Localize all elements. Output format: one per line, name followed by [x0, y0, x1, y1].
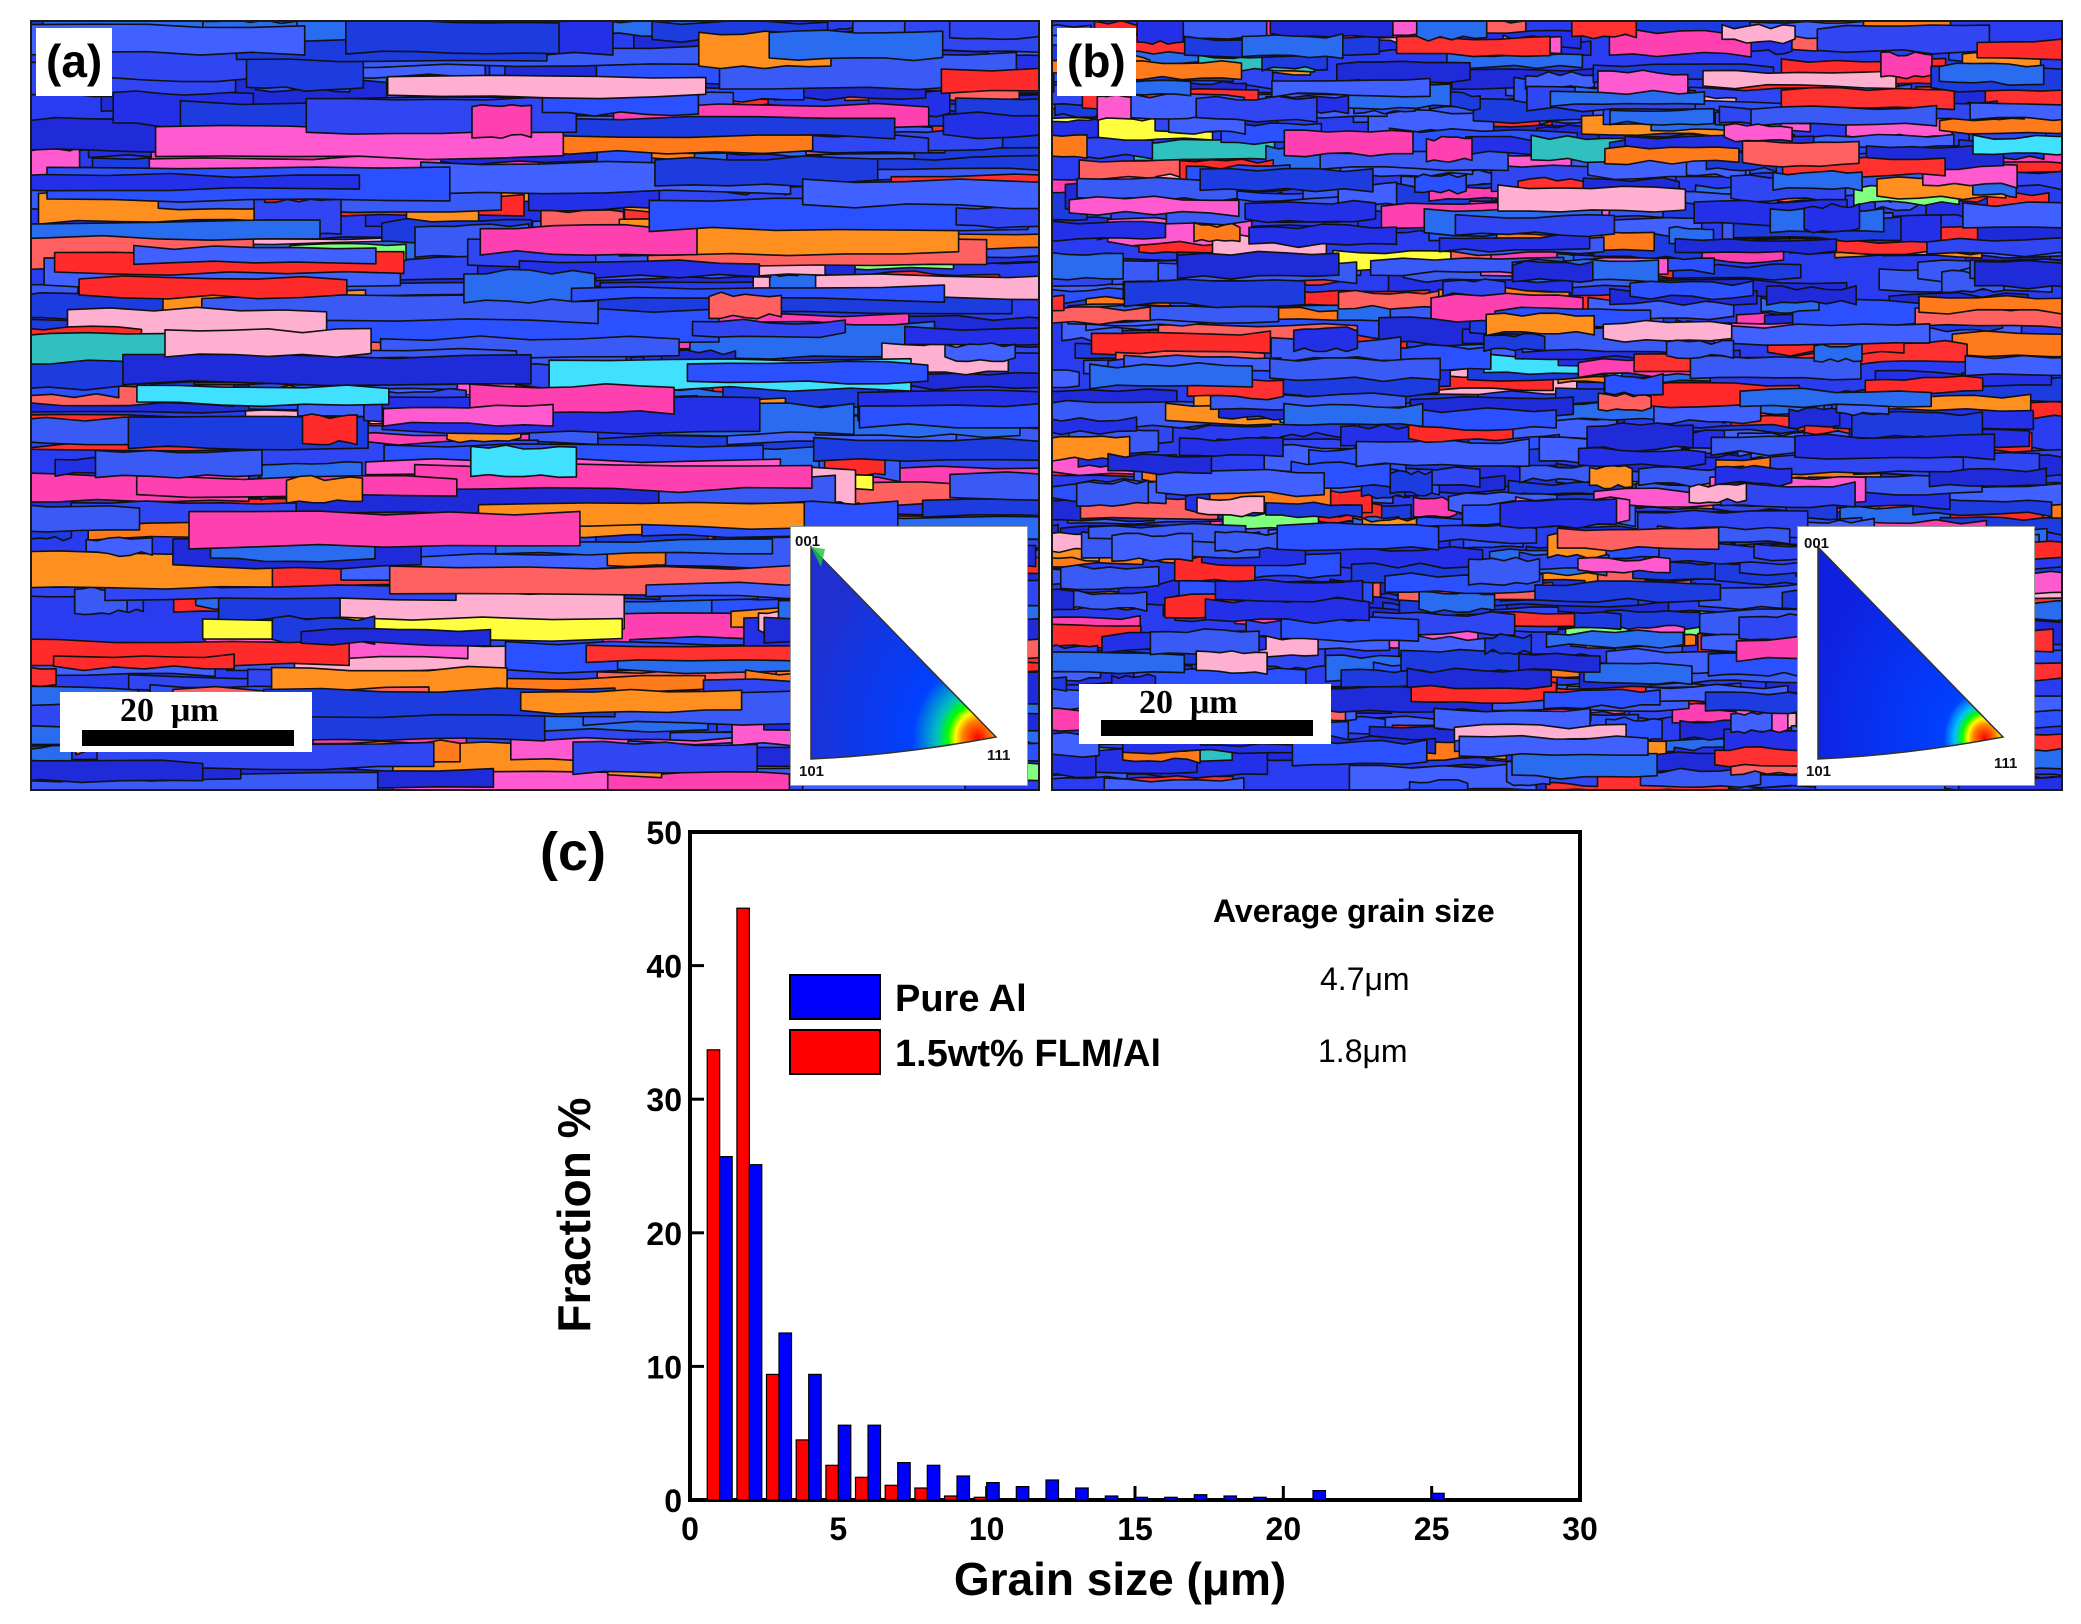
bar-pure-al: [748, 1164, 763, 1501]
scale-bar-line-a: [82, 730, 294, 746]
bar-pure-al: [778, 1332, 793, 1501]
scale-bar-line-b: [1101, 720, 1313, 736]
bar-pure-al: [867, 1424, 882, 1501]
x-axis-label: Grain size (μm): [954, 1553, 1286, 1605]
x-tick-label: 15: [1117, 1511, 1153, 1547]
y-tick-label: 40: [646, 949, 682, 985]
grain-size-chart: (c) 0 10 20 30 40 50 0 5 10 15 20 25 30 Grain size (…: [520, 810, 1700, 1619]
ipf-triangle-b: [1817, 545, 2005, 760]
ebsd-grains-a: [32, 22, 1038, 789]
bar-pure-al: [1134, 1496, 1149, 1501]
bar-flm-al: [1003, 1498, 1017, 1501]
bar-pure-al: [1253, 1496, 1267, 1501]
bar-pure-al: [1075, 1487, 1089, 1501]
y-tick-label: 50: [646, 815, 682, 851]
bar-pure-al: [1431, 1492, 1445, 1501]
bar-flm-al: [706, 1049, 721, 1501]
panel-label-b: (b): [1057, 28, 1136, 96]
bar-pure-al: [1342, 1498, 1356, 1501]
chart-panel-label: (c): [540, 822, 606, 882]
x-tick-label: 5: [829, 1511, 847, 1547]
bar-flm-al: [884, 1484, 899, 1501]
x-tick-label: 0: [681, 1511, 699, 1547]
ipf-label-101-b: 101: [1806, 763, 1832, 780]
y-tick-label: 30: [646, 1082, 682, 1118]
bar-pure-al: [1371, 1498, 1386, 1501]
bar-pure-al: [1015, 1485, 1030, 1501]
bar-flm-al: [943, 1495, 958, 1501]
bar-pure-al: [837, 1424, 852, 1501]
scale-bar-a: 20 μm: [60, 692, 312, 752]
bar-pure-al: [956, 1475, 971, 1501]
bar-pure-al: [1312, 1489, 1327, 1501]
ipf-label-111-a: 111: [987, 747, 1011, 764]
bar-pure-al: [1401, 1498, 1416, 1501]
panel-label-a: (a): [36, 28, 113, 96]
plot-area: 0 10 20 30 40 50 0 5 10 15 20 25 30: [646, 815, 1597, 1547]
legend-swatch-pure-al: [789, 974, 881, 1020]
plot-frame: [688, 830, 1582, 1502]
x-tick-label: 30: [1562, 1511, 1598, 1547]
ipf-label-001-b: 001: [1804, 535, 1830, 552]
ebsd-map-b: (b) 20 μm 001 101 111: [1051, 20, 2063, 791]
ipf-triangle-a: [810, 545, 998, 760]
bar-pure-al: [986, 1481, 1000, 1501]
bar-pure-al: [897, 1461, 911, 1501]
bar-flm-al: [914, 1487, 928, 1501]
x-tick-label: 10: [969, 1511, 1005, 1547]
bar-pure-al: [1282, 1498, 1297, 1501]
legend-label-pure-al: Pure Al: [895, 978, 1027, 1020]
x-tick-label: 20: [1266, 1511, 1302, 1547]
legend-label-flm-al: 1.5wt% FLM/Al: [895, 1033, 1161, 1075]
bar-pure-al: [1104, 1495, 1119, 1501]
ipf-legend-a: 001 101 111: [790, 526, 1028, 786]
scale-bar-text-a: 20 μm: [120, 692, 219, 729]
ipf-label-001-a: 001: [795, 533, 821, 550]
scale-bar-text-b: 20 μm: [1139, 684, 1238, 721]
ipf-label-101-a: 101: [799, 763, 825, 780]
chart-svg: (c) 0 10 20 30 40 50 0 5 10 15 20 25 30 Grain size (…: [540, 815, 1598, 1605]
bar-flm-al: [973, 1496, 988, 1501]
bar-pure-al: [808, 1373, 822, 1501]
ebsd-map-a: (a) 20 μm 001 101 111: [30, 20, 1040, 791]
bar-pure-al: [926, 1464, 941, 1501]
ipf-legend-b: 001 101 111: [1797, 526, 2035, 786]
annotation-value-flm-al: 1.8μm: [1318, 1033, 1408, 1069]
annotation-title: Average grain size: [1213, 893, 1495, 929]
bar-pure-al: [719, 1156, 733, 1501]
legend-swatch-flm-al: [789, 1029, 881, 1075]
bar-flm-al: [825, 1464, 839, 1501]
bar-flm-al: [854, 1476, 869, 1501]
bar-flm-al: [765, 1373, 780, 1501]
bar-pure-al: [1045, 1479, 1060, 1501]
y-tick-label: 0: [664, 1483, 682, 1519]
bar-flm-al: [736, 907, 750, 1501]
bar-pure-al: [1164, 1496, 1178, 1501]
bar-pure-al: [1223, 1495, 1238, 1501]
annotation-value-pure-al: 4.7μm: [1320, 961, 1410, 997]
y-tick-label: 10: [646, 1349, 682, 1385]
bar-flm-al: [1032, 1498, 1047, 1501]
bar-flm-al: [795, 1439, 810, 1501]
y-axis-label: Fraction %: [548, 1097, 600, 1332]
x-tick-label: 25: [1414, 1511, 1450, 1547]
scale-bar-b: 20 μm: [1079, 684, 1331, 744]
ipf-label-111-b: 111: [1994, 755, 2018, 772]
y-tick-label: 20: [646, 1216, 682, 1252]
bar-pure-al: [1193, 1494, 1208, 1501]
